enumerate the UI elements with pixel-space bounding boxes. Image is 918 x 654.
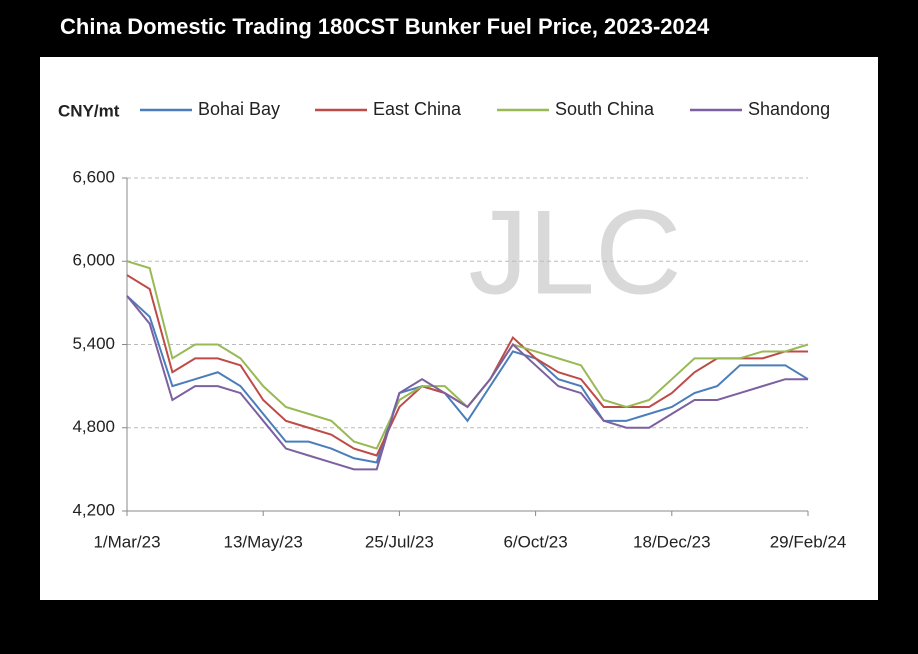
y-tick-label: 6,000 (72, 251, 115, 270)
y-tick-label: 4,200 (72, 500, 115, 519)
x-tick-label: 1/Mar/23 (93, 532, 160, 551)
x-tick-label: 25/Jul/23 (365, 532, 434, 551)
y-axis-unit: CNY/mt (58, 101, 120, 120)
chart-title: China Domestic Trading 180CST Bunker Fue… (60, 14, 710, 39)
y-tick-label: 4,800 (72, 417, 115, 436)
series-line (126, 295, 808, 471)
plot-panel (40, 57, 878, 600)
x-tick-label: 6/Oct/23 (503, 532, 567, 551)
series-line (126, 295, 809, 464)
y-tick-label: 6,600 (72, 167, 115, 186)
legend-label: East China (373, 99, 462, 119)
x-tick-label: 13/May/23 (224, 532, 303, 551)
legend-label: Shandong (748, 99, 830, 119)
legend-label: Bohai Bay (198, 99, 280, 119)
x-tick-label: 18/Dec/23 (633, 532, 711, 551)
legend-label: South China (555, 99, 655, 119)
x-tick-label: 29/Feb/24 (770, 532, 847, 551)
watermark: JLC (468, 186, 681, 320)
y-tick-label: 5,400 (72, 334, 115, 353)
